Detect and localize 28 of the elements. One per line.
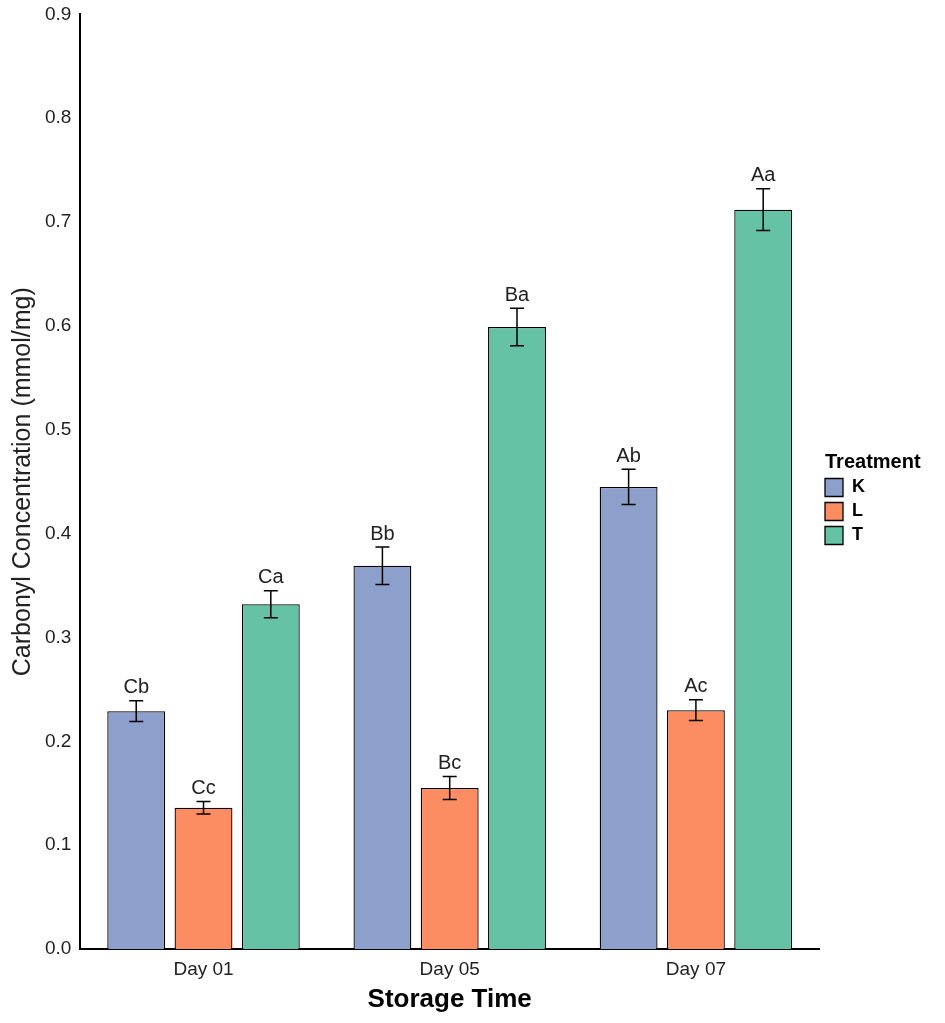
y-tick-label: 0.6 <box>44 314 72 336</box>
y-tick-label: 0.3 <box>44 625 72 647</box>
x-tick-label: Day 07 <box>665 957 726 979</box>
annotation: Bc <box>438 751 462 774</box>
y-tick-label: 0.0 <box>44 937 72 959</box>
y-axis-title: Carbonyl Concentration (mmol/mg) <box>6 287 35 677</box>
annotation: Ab <box>616 443 641 466</box>
y-tick-label: 0.1 <box>44 833 72 855</box>
y-tick-label: 0.8 <box>44 106 72 128</box>
annotation: Ac <box>684 674 708 697</box>
annotation: Cc <box>191 776 216 799</box>
annotation: Bb <box>370 521 395 544</box>
y-tick-label: 0.4 <box>44 521 72 543</box>
x-tick-label: Day 05 <box>419 957 480 979</box>
y-tick-label: 0.2 <box>44 729 72 751</box>
legend-label: L <box>852 500 863 521</box>
x-tick-label: Day 01 <box>173 957 234 979</box>
annotation: Ca <box>258 565 285 588</box>
y-tick-label: 0.7 <box>44 210 72 232</box>
legend-label: T <box>852 524 863 545</box>
legend-label: K <box>852 476 865 497</box>
y-tick-label: 0.5 <box>44 418 72 440</box>
annotation: Aa <box>750 163 777 186</box>
x-axis-title: Storage Time <box>367 982 532 1013</box>
legend-title: Treatment <box>825 450 921 473</box>
y-tick-label: 0.9 <box>44 2 72 24</box>
annotation: Ba <box>504 282 531 305</box>
annotation: Cb <box>123 675 150 698</box>
